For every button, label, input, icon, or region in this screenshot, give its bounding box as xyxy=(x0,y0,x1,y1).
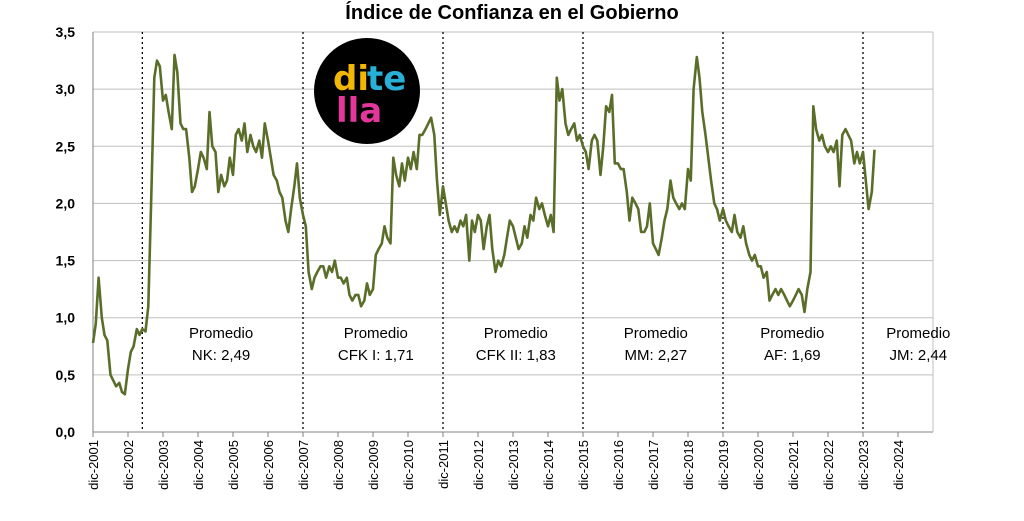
logo-circle xyxy=(314,38,420,144)
y-tick-label: 0,5 xyxy=(56,367,76,383)
average-value: CFK I: 1,71 xyxy=(338,347,414,364)
x-tick-label: dic-2003 xyxy=(156,440,171,490)
x-tick-label: dic-2001 xyxy=(86,440,101,490)
y-tick-label: 3,0 xyxy=(56,81,76,97)
average-label: Promedio xyxy=(760,325,824,342)
y-tick-label: 2,5 xyxy=(56,138,76,154)
x-tick-label: dic-2007 xyxy=(296,440,311,490)
x-axis: dic-2001 dic-2002 dic-2003 dic-2004 dic-2005… xyxy=(86,432,906,490)
x-tick-label: dic-2012 xyxy=(471,440,486,490)
x-tick-label: dic-2017 xyxy=(646,440,661,490)
x-tick-label: dic-2006 xyxy=(261,440,276,490)
average-annotations: Promedio NK: 2,49 Promedio CFK I: 1,71 Prome… xyxy=(189,325,950,364)
x-tick-label: dic-2010 xyxy=(401,440,416,490)
x-tick-label: dic-2004 xyxy=(191,440,206,490)
logo-text-lla: lla xyxy=(336,91,382,131)
x-tick-label: dic-2005 xyxy=(226,440,241,490)
average-value: JM: 2,44 xyxy=(890,347,948,364)
x-tick-label: dic-2002 xyxy=(121,440,136,490)
average-value: AF: 1,69 xyxy=(764,347,821,364)
average-label: Promedio xyxy=(886,325,950,342)
x-tick-label: dic-2020 xyxy=(751,440,766,490)
x-tick-label: dic-2013 xyxy=(506,440,521,490)
x-tick-label: dic-2008 xyxy=(331,440,346,490)
x-tick-label: dic-2022 xyxy=(821,440,836,490)
y-tick-label: 1,0 xyxy=(56,310,76,326)
average-label: Promedio xyxy=(624,325,688,342)
y-axis: 0,0 0,5 1,0 1,5 2,0 2,5 3,0 3,5 xyxy=(56,24,76,440)
average-value: MM: 2,27 xyxy=(625,347,688,364)
x-tick-label: dic-2019 xyxy=(716,440,731,490)
y-tick-label: 3,5 xyxy=(56,24,76,40)
y-tick-label: 0,0 xyxy=(56,424,76,440)
x-tick-label: dic-2009 xyxy=(366,440,381,490)
average-label: Promedio xyxy=(189,325,253,342)
x-tick-label: dic-2021 xyxy=(786,440,801,490)
x-tick-label: dic-2011 xyxy=(436,440,451,489)
period-dividers xyxy=(141,32,864,432)
x-tick-label: dic-2015 xyxy=(576,440,591,490)
series-group xyxy=(91,53,876,396)
x-tick-label: dic-2018 xyxy=(681,440,696,490)
ditella-logo: di te lla xyxy=(314,38,420,144)
average-value: NK: 2,49 xyxy=(192,347,250,364)
y-tick-label: 2,0 xyxy=(56,195,76,211)
gridlines xyxy=(92,31,934,433)
average-label: Promedio xyxy=(484,325,548,342)
series-line xyxy=(91,53,876,396)
x-tick-label: dic-2014 xyxy=(541,440,556,490)
average-label: Promedio xyxy=(344,325,408,342)
logo-text-di: di xyxy=(333,59,369,99)
chart-title: Índice de Confianza en el Gobierno xyxy=(345,2,679,24)
x-tick-label: dic-2016 xyxy=(611,440,626,490)
x-tick-label: dic-2023 xyxy=(856,440,871,490)
logo-text-te: te xyxy=(367,59,406,99)
x-tick-label: dic-2024 xyxy=(891,440,906,490)
y-tick-label: 1,5 xyxy=(56,253,76,269)
average-value: CFK II: 1,83 xyxy=(476,347,556,364)
